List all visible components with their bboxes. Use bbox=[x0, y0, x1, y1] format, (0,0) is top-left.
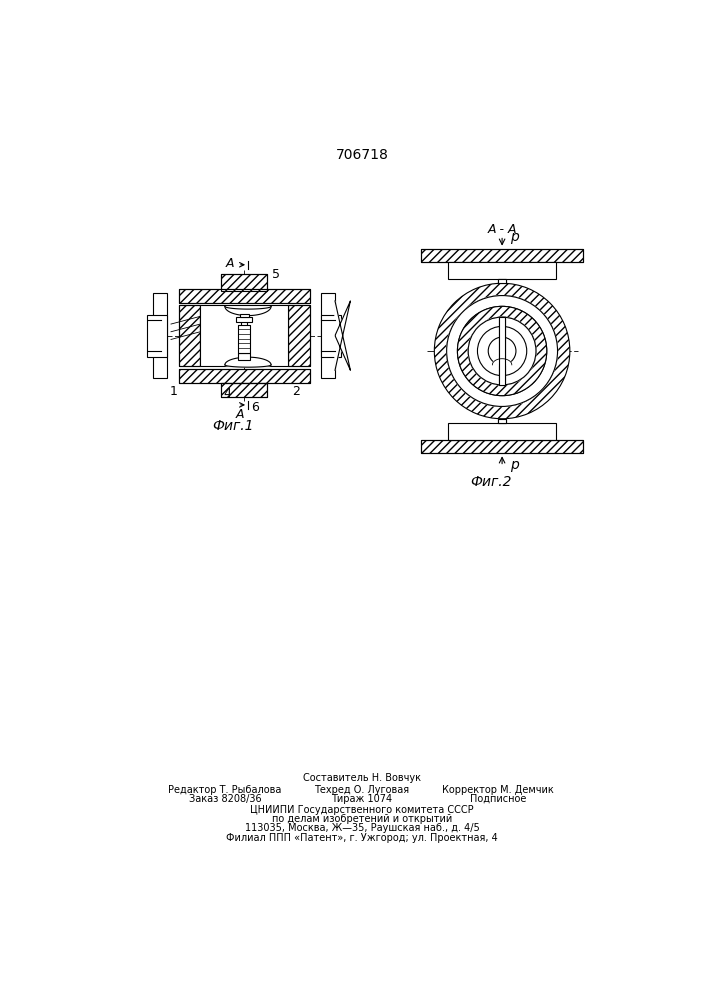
Bar bbox=[179, 289, 310, 303]
Text: Техред О. Луговая: Техред О. Луговая bbox=[315, 785, 409, 795]
Bar bbox=[499, 317, 506, 385]
Text: Редактор Т. Рыбалова: Редактор Т. Рыбалова bbox=[168, 785, 281, 795]
Text: Филиал ППП «Патент», г. Ужгород; ул. Проектная, 4: Филиал ППП «Патент», г. Ужгород; ул. Про… bbox=[226, 833, 498, 843]
Bar bbox=[448, 262, 556, 279]
Bar bbox=[221, 274, 267, 291]
Circle shape bbox=[477, 326, 527, 376]
Text: 113035, Москва, Ж—35, Раушская наб., д. 4/5: 113035, Москва, Ж—35, Раушская наб., д. … bbox=[245, 823, 479, 833]
Bar bbox=[179, 369, 310, 383]
Bar bbox=[238, 325, 250, 353]
Bar bbox=[238, 353, 250, 360]
Bar bbox=[421, 440, 583, 453]
Bar bbox=[179, 305, 200, 366]
Bar bbox=[200, 305, 288, 366]
Text: A: A bbox=[236, 408, 245, 421]
Text: 706718: 706718 bbox=[336, 148, 388, 162]
Text: 2: 2 bbox=[293, 385, 300, 398]
Bar bbox=[147, 315, 167, 357]
Text: 3: 3 bbox=[256, 321, 264, 334]
Polygon shape bbox=[225, 306, 271, 316]
Polygon shape bbox=[225, 357, 271, 367]
Text: A - A: A - A bbox=[487, 223, 517, 236]
Bar bbox=[221, 383, 267, 397]
Text: A: A bbox=[226, 257, 235, 270]
Text: по делам изобретений и открытий: по делам изобретений и открытий bbox=[271, 814, 452, 824]
Text: Подписное: Подписное bbox=[470, 794, 527, 804]
Bar bbox=[221, 274, 267, 291]
Bar bbox=[499, 317, 506, 385]
Wedge shape bbox=[457, 306, 547, 396]
Polygon shape bbox=[335, 301, 351, 370]
Bar bbox=[240, 314, 249, 317]
Text: Фиг.2: Фиг.2 bbox=[469, 475, 511, 489]
Bar bbox=[498, 279, 506, 283]
Bar bbox=[288, 305, 310, 366]
Bar bbox=[153, 293, 167, 378]
Text: 5: 5 bbox=[272, 267, 281, 280]
Bar bbox=[421, 249, 583, 262]
Circle shape bbox=[489, 337, 516, 365]
Text: Тираж 1074: Тираж 1074 bbox=[332, 794, 392, 804]
Text: 1: 1 bbox=[170, 385, 177, 398]
Bar bbox=[236, 317, 252, 322]
Bar bbox=[321, 293, 335, 378]
Bar bbox=[498, 279, 506, 283]
Bar bbox=[498, 419, 506, 423]
Text: ЦНИИПИ Государственного комитета СССР: ЦНИИПИ Государственного комитета СССР bbox=[250, 805, 474, 815]
Bar bbox=[241, 317, 247, 357]
Text: 4: 4 bbox=[223, 387, 231, 400]
Bar bbox=[288, 305, 310, 366]
Bar bbox=[498, 419, 506, 423]
Bar bbox=[179, 369, 310, 383]
Bar bbox=[179, 305, 200, 366]
Text: 6: 6 bbox=[251, 401, 259, 414]
Text: Заказ 8208/36: Заказ 8208/36 bbox=[189, 794, 261, 804]
Circle shape bbox=[468, 317, 536, 385]
Wedge shape bbox=[457, 306, 547, 396]
Text: Корректор М. Демчик: Корректор М. Демчик bbox=[443, 785, 554, 795]
Text: p: p bbox=[510, 458, 518, 472]
Bar bbox=[321, 315, 341, 357]
Bar bbox=[448, 423, 556, 440]
Text: Фиг.1: Фиг.1 bbox=[212, 419, 253, 433]
Text: Составитель Н. Вовчук: Составитель Н. Вовчук bbox=[303, 773, 421, 783]
Wedge shape bbox=[434, 283, 570, 419]
Text: p: p bbox=[510, 230, 518, 244]
Bar bbox=[179, 289, 310, 303]
Bar bbox=[221, 383, 267, 397]
Bar bbox=[421, 249, 583, 262]
Bar bbox=[421, 440, 583, 453]
Polygon shape bbox=[492, 359, 512, 365]
Circle shape bbox=[447, 296, 558, 406]
